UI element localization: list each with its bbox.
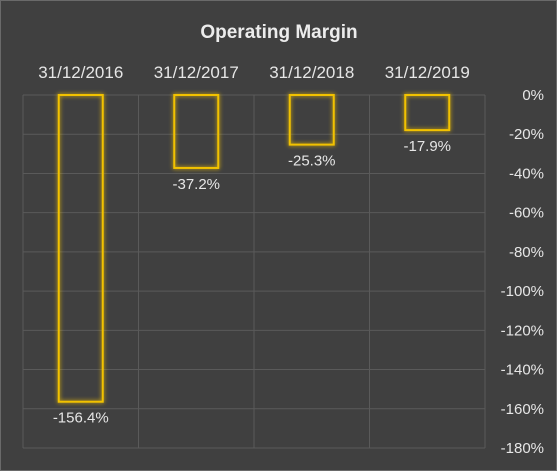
gridlines (22, 94, 486, 449)
y-tick-label: -160% (501, 401, 544, 418)
y-tick-label: -100% (501, 283, 544, 300)
y-tick-label: -120% (501, 322, 544, 339)
bar (173, 94, 220, 169)
bar (404, 94, 451, 132)
y-tick-label: 0% (522, 87, 544, 104)
bar (57, 94, 104, 403)
y-tick-label: -40% (509, 165, 544, 182)
y-tick-label: -180% (501, 440, 544, 457)
bar (288, 94, 335, 146)
y-tick-label: -140% (501, 362, 544, 379)
y-tick-label: -80% (509, 244, 544, 261)
x-tick-label: 31/12/2017 (154, 63, 239, 82)
y-tick-label: -60% (509, 205, 544, 222)
bars (57, 94, 451, 403)
chart-title: Operating Margin (200, 22, 357, 43)
data-label: -156.4% (53, 410, 109, 427)
data-label: -37.2% (172, 176, 220, 193)
x-tick-label: 31/12/2019 (385, 63, 470, 82)
x-tick-label: 31/12/2016 (38, 63, 123, 82)
data-label: -25.3% (288, 153, 336, 170)
data-label: -17.9% (403, 138, 451, 155)
y-tick-label: -20% (509, 126, 544, 143)
labels: 0% -20% -40% -60% -80% -100% -120% -140% -160% -1… (38, 63, 544, 457)
x-tick-label: 31/12/2018 (269, 63, 354, 82)
